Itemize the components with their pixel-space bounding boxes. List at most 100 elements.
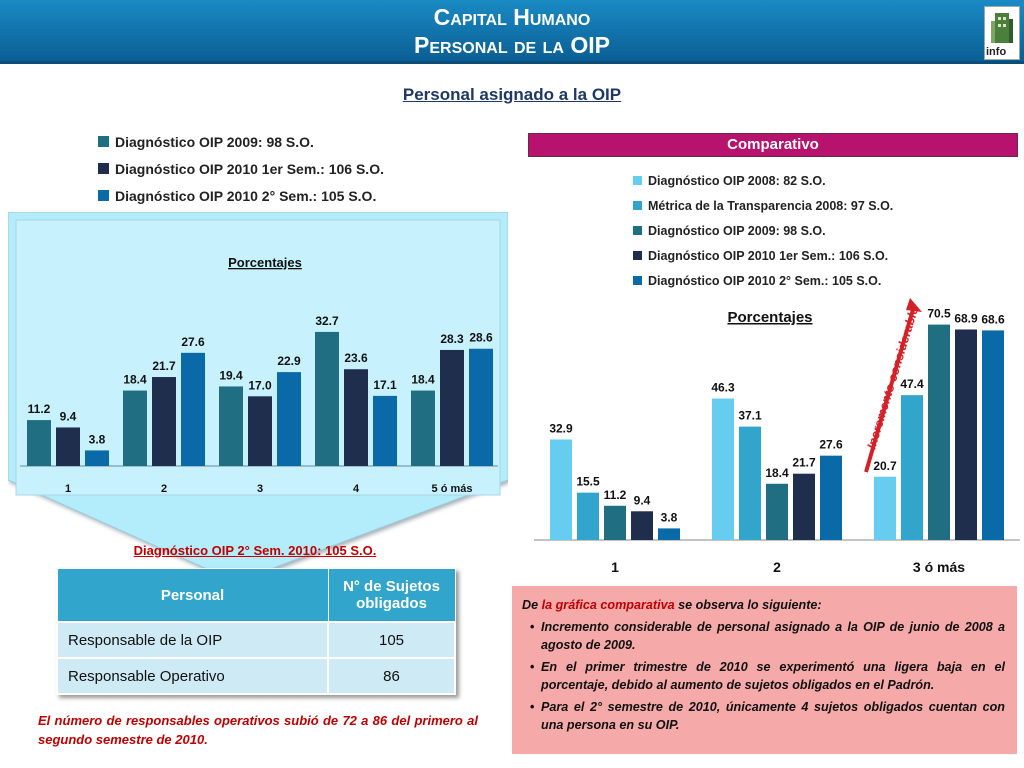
bar <box>793 473 815 540</box>
category-label: 1 <box>65 483 71 495</box>
bar <box>152 377 176 466</box>
bar <box>469 348 493 466</box>
data-label: 15.5 <box>576 475 600 489</box>
data-label: 11.2 <box>28 402 51 416</box>
table-cell: Responsable Operativo <box>56 657 329 695</box>
bar <box>373 395 397 466</box>
data-label: 19.4 <box>219 368 243 382</box>
section-subtitle: Personal asignado a la OIP <box>402 85 622 104</box>
legend-item: Diagnóstico OIP 2008: 82 S.O. <box>633 168 893 193</box>
data-label: 18.4 <box>123 373 147 387</box>
data-label: 18.4 <box>765 466 789 480</box>
observation-item: Para el 2° semestre de 2010, únicamente … <box>530 698 1005 734</box>
bar <box>739 426 761 540</box>
personal-table: Personal N° de Sujetos obligados Respons… <box>56 568 456 695</box>
category-label: 3 <box>257 483 263 495</box>
bar <box>577 492 599 540</box>
table-header-row: Personal N° de Sujetos obligados <box>56 568 456 623</box>
observation-item: En el primer trimestre de 2010 se experi… <box>530 658 1005 694</box>
bar <box>248 396 272 466</box>
bar <box>874 476 896 540</box>
table-cell: 86 <box>327 657 456 695</box>
category-label: 4 <box>353 483 360 495</box>
category-label: 5 ó más <box>432 483 473 495</box>
title-line-2: Personal de la OIP <box>414 32 610 58</box>
header-banner: Capital Humano Personal de la OIP <box>0 0 1024 64</box>
bar <box>440 349 464 466</box>
legend-label: Diagnóstico OIP 2010 2° Sem.: 105 S.O. <box>115 187 377 204</box>
intro-text: se observa lo siguiente: <box>674 598 822 612</box>
legend-swatch <box>633 176 642 185</box>
legend-item: Diagnóstico OIP 2009: 98 S.O. <box>633 218 893 243</box>
bar <box>315 331 339 466</box>
observations-box: De la gráfica comparativa se observa lo … <box>512 586 1017 754</box>
intro-highlight: la gráfica comparativa <box>541 598 675 612</box>
legend-swatch <box>98 190 109 201</box>
legend-label: Diagnóstico OIP 2010 1er Sem.: 106 S.O. <box>648 248 889 263</box>
data-label: 23.6 <box>344 351 368 365</box>
increase-arrow-shaft <box>864 305 916 473</box>
bar <box>766 483 788 540</box>
left-bar-chart: Porcentajes 11.2 9.4 3.8 1 18.4 21.7 27.6 2 19.4… <box>8 212 508 582</box>
data-label: 27.6 <box>819 438 843 452</box>
table-header-personal: Personal <box>56 568 329 623</box>
data-label: 3.8 <box>89 432 106 446</box>
category-label: 2 <box>161 483 167 495</box>
bar <box>820 455 842 540</box>
observations-list: Incremento considerable de personal asig… <box>522 618 1005 734</box>
chart-title: Porcentajes <box>727 309 812 326</box>
observation-item: Incremento considerable de personal asig… <box>530 618 1005 654</box>
table-cell: 105 <box>327 621 456 659</box>
data-label: 28.3 <box>440 332 464 346</box>
bar <box>344 369 368 466</box>
legend-swatch <box>633 226 642 235</box>
comparativo-banner: Comparativo <box>528 133 1018 157</box>
bar <box>85 450 109 466</box>
table-cell: Responsable de la OIP <box>56 621 329 659</box>
bar <box>550 439 572 540</box>
legend-label: Diagnóstico OIP 2009: 98 S.O. <box>648 223 826 238</box>
category-label: 2 <box>773 559 781 575</box>
intro-text: De <box>522 598 542 612</box>
data-label: 3.8 <box>661 510 678 524</box>
legend-label: Diagnóstico OIP 2010 1er Sem.: 106 S.O. <box>115 160 384 177</box>
data-label: 17.1 <box>373 378 397 392</box>
bar <box>27 420 51 466</box>
chart-title: Porcentajes <box>228 255 302 270</box>
table-row: Responsable de la OIP 105 <box>56 621 456 659</box>
right-bar-chart: Porcentajes 32.9 15.5 11.2 9.4 3.8 1 46.337.1 1… <box>534 298 1020 575</box>
data-label: 9.4 <box>634 493 651 507</box>
bar <box>411 390 435 466</box>
bar <box>219 386 243 466</box>
legend-item: Diagnóstico OIP 2010 2° Sem.: 105 S.O. <box>98 182 384 209</box>
table-row: Responsable Operativo 86 <box>56 657 456 695</box>
data-label: 21.7 <box>152 359 176 373</box>
data-label: 37.1 <box>738 409 762 423</box>
table-header-sujetos: N° de Sujetos obligados <box>327 568 456 623</box>
bar <box>901 395 923 540</box>
data-label: 68.6 <box>981 312 1005 326</box>
bar <box>277 372 301 466</box>
data-label: 20.7 <box>873 459 897 473</box>
data-label: 32.9 <box>549 421 573 435</box>
data-label: 17.0 <box>248 378 272 392</box>
legend-label: Diagnóstico OIP 2009: 98 S.O. <box>115 133 314 150</box>
bar <box>631 511 653 540</box>
legend-item: Métrica de la Transparencia 2008: 97 S.O… <box>633 193 893 218</box>
data-label: 70.5 <box>927 307 951 321</box>
legend-swatch <box>633 201 642 210</box>
legend-item: Diagnóstico OIP 2010 2° Sem.: 105 S.O. <box>633 268 893 293</box>
data-label: 28.6 <box>469 331 493 345</box>
title-line-1: Capital Humano <box>433 4 591 30</box>
legend-label: Diagnóstico OIP 2010 2° Sem.: 105 S.O. <box>648 273 882 288</box>
data-label: 27.6 <box>181 335 205 349</box>
data-label: 22.9 <box>277 354 301 368</box>
observations-intro: De la gráfica comparativa se observa lo … <box>522 596 1005 614</box>
legend-item: Diagnóstico OIP 2010 1er Sem.: 106 S.O. <box>633 243 893 268</box>
bar <box>712 398 734 540</box>
data-label: 46.3 <box>711 381 735 395</box>
data-label: 11.2 <box>604 488 627 502</box>
right-chart-legend: Diagnóstico OIP 2008: 82 S.O. Métrica de… <box>633 168 893 293</box>
infodf-logo: info <box>984 6 1020 60</box>
data-label: 21.7 <box>792 456 816 470</box>
